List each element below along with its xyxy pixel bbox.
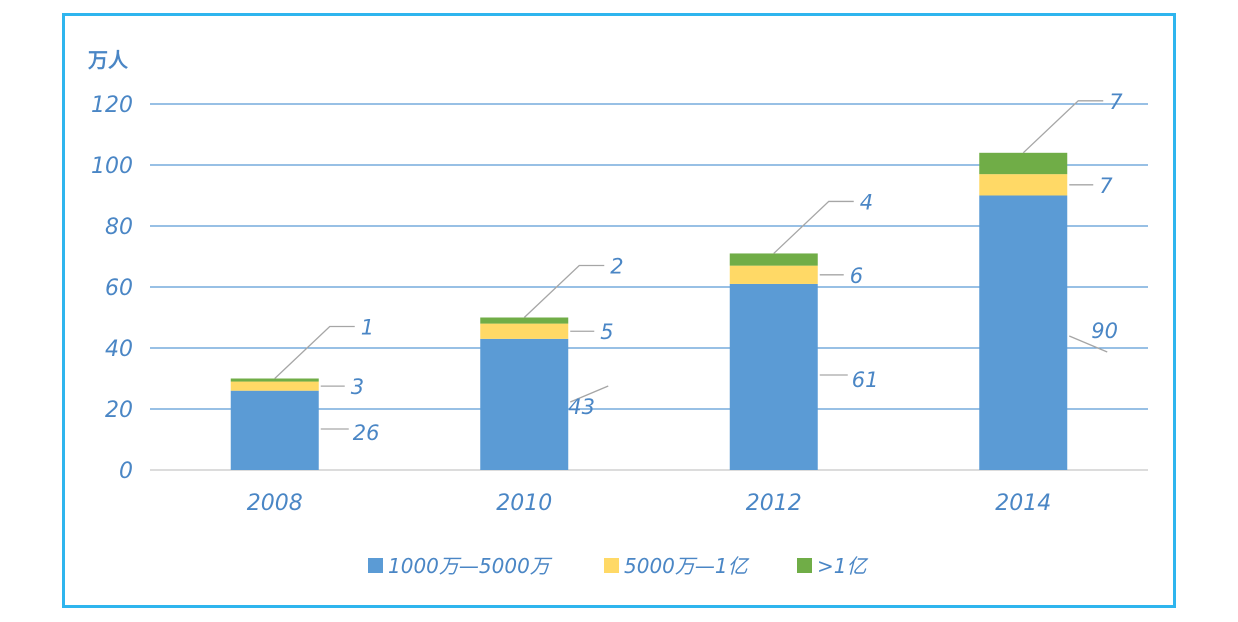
- data-label: 6: [850, 264, 863, 288]
- data-label: 5: [600, 320, 613, 344]
- bar-segment: [230, 378, 319, 382]
- y-axis-ticks: 0 20 40 60 80 100 120: [91, 93, 133, 484]
- data-label: 61: [852, 368, 879, 392]
- data-label: 90: [1091, 319, 1118, 343]
- leader-line: [523, 264, 605, 318]
- leader-line: [1068, 335, 1108, 353]
- data-label: 2: [610, 255, 623, 279]
- bar-segment: [729, 283, 818, 470]
- bar-segment: [979, 174, 1068, 196]
- bar-segment: [480, 323, 569, 339]
- leader-line: [1022, 100, 1104, 154]
- data-label: 1: [361, 316, 374, 340]
- x-tick-label: 2012: [746, 491, 802, 516]
- bar-segment: [230, 390, 319, 470]
- y-tick-label: 40: [105, 337, 133, 362]
- bars: [230, 152, 1068, 470]
- legend: 1000万—5000万 5000万—1亿 >1亿: [368, 554, 868, 578]
- y-tick-label: 0: [119, 459, 133, 484]
- legend-label: 1000万—5000万: [388, 554, 553, 578]
- legend-swatch: [604, 558, 619, 573]
- x-tick-label: 2010: [496, 491, 552, 516]
- bar-segment: [729, 265, 818, 284]
- data-label: 3: [351, 375, 364, 399]
- data-label: 4: [860, 190, 873, 214]
- data-label: 26: [353, 421, 380, 445]
- y-tick-label: 60: [105, 276, 133, 301]
- legend-label: >1亿: [817, 554, 868, 578]
- legend-label: 5000万—1亿: [624, 554, 750, 578]
- bar-segment: [729, 253, 818, 266]
- bar-segment: [979, 195, 1068, 470]
- leader-line: [274, 325, 355, 379]
- data-label: 7: [1109, 90, 1123, 114]
- x-axis-ticks: 2008 2010 2012 2014: [247, 491, 1052, 516]
- y-tick-label: 100: [91, 154, 133, 179]
- legend-swatch: [368, 558, 383, 573]
- y-axis-unit-label: 万人: [87, 48, 129, 72]
- bar-segment: [979, 152, 1068, 175]
- leader-line: [773, 200, 854, 254]
- data-label: 7: [1099, 174, 1113, 198]
- y-tick-label: 120: [91, 93, 133, 118]
- data-label-leaders: [274, 100, 1108, 430]
- bar-segment: [230, 381, 319, 391]
- legend-swatch: [797, 558, 812, 573]
- bar-segment: [480, 338, 569, 470]
- data-label: 43: [568, 395, 595, 419]
- y-tick-label: 80: [105, 215, 133, 240]
- x-tick-label: 2008: [247, 491, 303, 516]
- y-tick-label: 20: [105, 398, 133, 423]
- x-tick-label: 2014: [995, 491, 1051, 516]
- leader-line: [569, 385, 609, 403]
- bar-segment: [480, 317, 569, 324]
